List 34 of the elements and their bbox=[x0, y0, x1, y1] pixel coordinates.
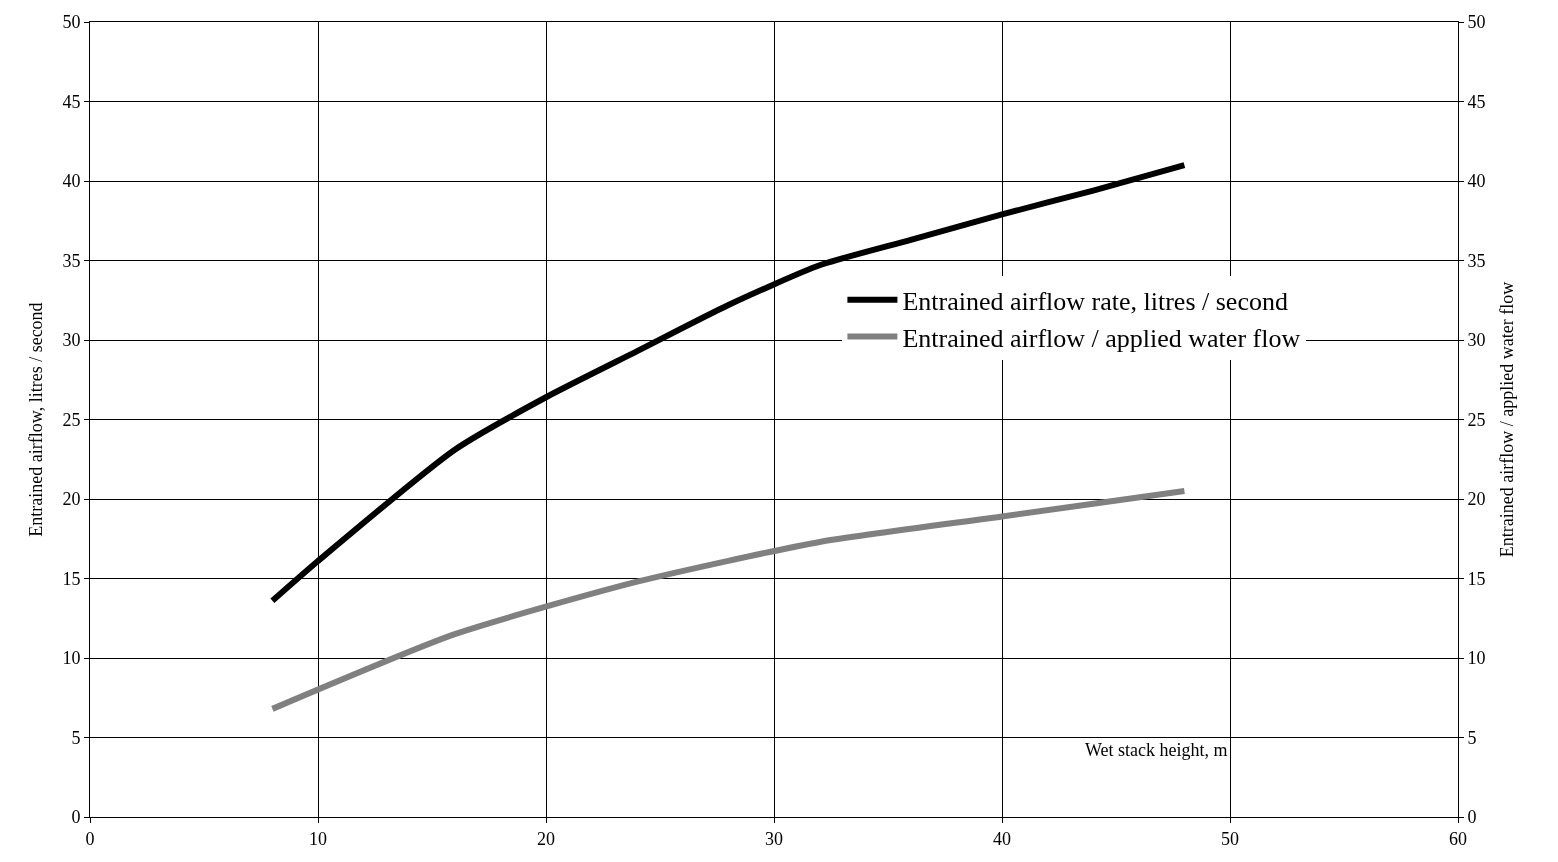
y-tick-label: 15 bbox=[62, 568, 81, 589]
x-tick-label: 30 bbox=[765, 828, 783, 849]
y2-tick-label: 5 bbox=[1467, 727, 1477, 748]
y2-tick-label: 15 bbox=[1467, 568, 1486, 589]
y-tick-label: 40 bbox=[62, 171, 81, 192]
y-tick-label: 5 bbox=[71, 727, 81, 748]
y-tick-label: 50 bbox=[62, 12, 81, 33]
legend-label: Entrained airflow rate, litres / second bbox=[902, 286, 1288, 316]
y-axis-title: Entrained airflow, litres / second bbox=[25, 302, 46, 537]
x-tick-label: 0 bbox=[85, 828, 95, 849]
y-tick-label: 25 bbox=[62, 409, 81, 430]
y-tick-label: 30 bbox=[62, 330, 81, 351]
y2-tick-label: 20 bbox=[1467, 489, 1486, 510]
y-tick-label: 35 bbox=[62, 250, 81, 271]
legend-label: Entrained airflow / applied water flow bbox=[902, 323, 1301, 353]
y2-tick-label: 30 bbox=[1467, 330, 1486, 351]
x-tick-label: 60 bbox=[1449, 828, 1467, 849]
y2-tick-label: 25 bbox=[1467, 409, 1486, 430]
y2-tick-label: 35 bbox=[1467, 250, 1486, 271]
y-tick-label: 20 bbox=[62, 489, 81, 510]
x-tick-label: 40 bbox=[993, 828, 1011, 849]
y2-tick-label: 45 bbox=[1467, 91, 1486, 112]
y2-axis-title: Entrained airflow / applied water flow bbox=[1496, 281, 1517, 558]
y-tick-label: 0 bbox=[71, 807, 81, 828]
y2-tick-label: 50 bbox=[1467, 12, 1486, 33]
x-tick-label: 10 bbox=[309, 828, 327, 849]
y-tick-label: 45 bbox=[62, 91, 81, 112]
y-tick-label: 10 bbox=[62, 648, 81, 669]
x-tick-label: 50 bbox=[1221, 828, 1239, 849]
x-axis-title: Wet stack height, m bbox=[1085, 740, 1228, 760]
y2-tick-label: 40 bbox=[1467, 171, 1486, 192]
x-tick-label: 20 bbox=[537, 828, 555, 849]
y2-tick-label: 0 bbox=[1467, 807, 1477, 828]
y2-tick-label: 10 bbox=[1467, 648, 1486, 669]
